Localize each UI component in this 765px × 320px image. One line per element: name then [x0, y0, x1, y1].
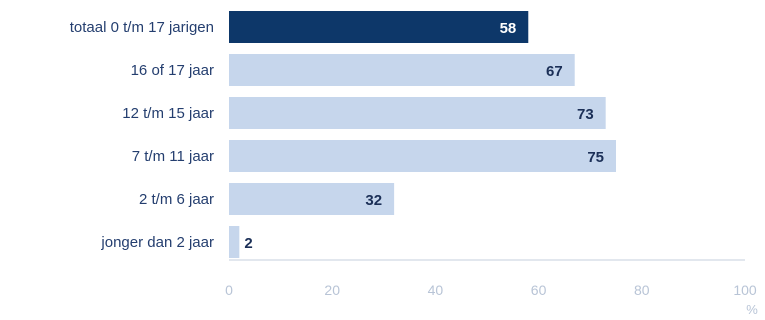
bar-1	[229, 54, 575, 86]
bar-3	[229, 140, 616, 172]
x-tick-label-2: 40	[428, 282, 444, 298]
bar-0	[229, 11, 529, 43]
category-labels: totaal 0 t/m 17 jarigen 16 of 17 jaar 12 t…	[70, 19, 214, 251]
data-label-3: 75	[587, 149, 604, 166]
category-label-0: totaal 0 t/m 17 jarigen	[70, 19, 214, 36]
category-label-1: 16 of 17 jaar	[131, 62, 214, 79]
x-tick-label-4: 80	[634, 282, 650, 298]
bar-2	[229, 97, 606, 129]
data-label-2: 73	[577, 106, 594, 123]
x-tick-label-0: 0	[225, 282, 233, 298]
data-labels: 58 67 73 75 32 2	[244, 20, 604, 252]
data-label-1: 67	[546, 63, 563, 80]
bars-group	[229, 11, 616, 258]
x-tick-label-1: 20	[324, 282, 340, 298]
data-label-4: 32	[365, 192, 382, 209]
bar-5	[229, 226, 240, 258]
category-label-2: 12 t/m 15 jaar	[122, 105, 214, 122]
data-label-0: 58	[500, 20, 517, 37]
bar-4	[229, 183, 395, 215]
category-label-5: jonger dan 2 jaar	[100, 234, 214, 251]
x-tick-label-3: 60	[531, 282, 547, 298]
x-tick-label-5: 100	[733, 282, 757, 298]
x-unit-label: %	[746, 302, 758, 317]
x-tick-labels: 0 20 40 60 80 100	[225, 282, 757, 298]
data-label-5: 2	[244, 235, 252, 252]
category-label-3: 7 t/m 11 jaar	[132, 148, 214, 165]
category-label-4: 2 t/m 6 jaar	[139, 191, 214, 208]
